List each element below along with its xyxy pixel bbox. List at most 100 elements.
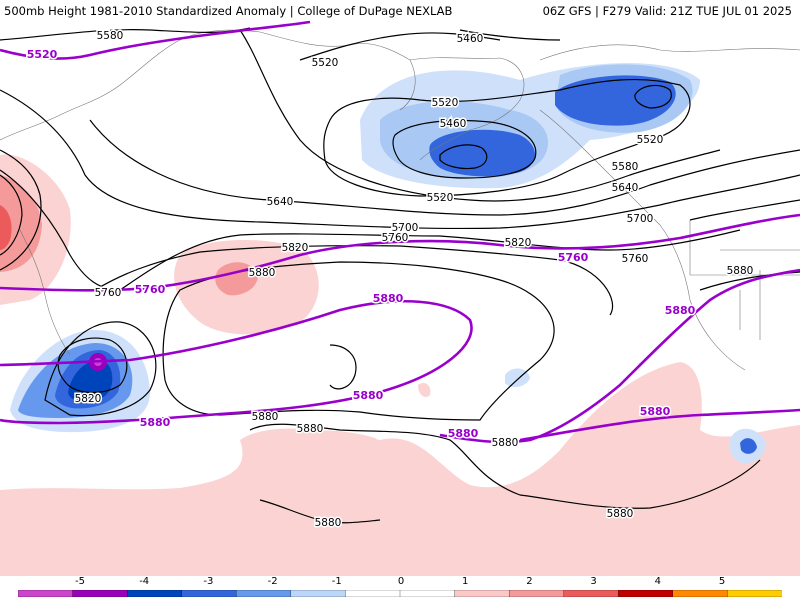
contour-5520-alaska <box>323 78 691 197</box>
colorbar-tick-label: 0 <box>397 576 405 587</box>
contour-5700 <box>0 89 800 230</box>
contour-label: 5580 <box>97 30 124 42</box>
positive-anomaly-small <box>418 383 431 397</box>
contour-5880-loop <box>162 261 555 421</box>
contour-label: 5820 <box>282 242 309 254</box>
coastline-japan <box>19 229 71 356</box>
anomaly-fills <box>0 63 800 576</box>
contour-label: 5580 <box>612 161 639 173</box>
coastline-kamchatka <box>259 31 416 111</box>
contour-label: 5520 <box>432 97 459 109</box>
clim-5880-south <box>519 408 800 442</box>
contour-label: 5880 <box>727 265 754 277</box>
contour-west-low <box>0 149 42 271</box>
colorbar-tick-label: -4 <box>139 576 150 587</box>
coastline-na-west <box>539 109 746 371</box>
contour-label: 5700 <box>392 222 419 234</box>
contour-5460-north <box>459 29 561 41</box>
colorbar-segment <box>72 590 128 597</box>
clim-5880-east <box>439 268 800 444</box>
contour-label: 5880 <box>252 411 279 423</box>
colorbar-tick-label: -1 <box>331 576 342 587</box>
contour-label: 5640 <box>267 196 294 208</box>
colorbar-segment <box>126 590 183 597</box>
climatology-label: 5880 <box>640 405 671 418</box>
colorbar-segment <box>236 590 292 597</box>
colorbar-segment <box>345 590 401 597</box>
contour-5880-south <box>249 423 761 509</box>
climatology-label: 5880 <box>665 304 696 317</box>
contour-label: 5460 <box>440 118 467 130</box>
positive-anomaly-band <box>0 362 800 576</box>
contour-typhoon <box>57 337 128 394</box>
colorbar-segment <box>618 590 674 597</box>
contour-5580-mid <box>239 29 721 202</box>
climatology-label: 5520 <box>27 48 58 61</box>
negative-anomaly-canada-core <box>555 75 676 126</box>
colorbar-segment <box>454 590 510 597</box>
clim-5880 <box>0 300 473 425</box>
contour-label: 5880 <box>492 437 519 449</box>
contour-label: 5760 <box>95 287 122 299</box>
colorbar-tick-label: -2 <box>267 576 278 587</box>
climatology-label: 5760 <box>558 251 589 264</box>
anomaly-map: 5580 5520 5460 5520 5460 5520 5520 5580 … <box>0 20 800 576</box>
contour-label: 5880 <box>607 508 634 520</box>
contour-label: 5820 <box>505 237 532 249</box>
colorbar-segment <box>181 590 237 597</box>
colorbar-segment <box>563 590 619 597</box>
contour-label: 5880 <box>315 517 342 529</box>
colorbar-tick-label: 3 <box>590 576 597 587</box>
contour-label: 5760 <box>622 253 649 265</box>
colorbar-segment <box>290 590 347 597</box>
contour-5400-alaska <box>439 144 488 170</box>
colorbar-segment <box>727 590 782 597</box>
colorbar-segment <box>672 590 729 597</box>
positive-anomaly-patch <box>270 430 384 489</box>
colorbar-tick-label: 1 <box>462 576 469 587</box>
height-contours <box>0 27 800 524</box>
contour-5760 <box>0 169 741 291</box>
contour-label: 5820 <box>75 393 102 405</box>
climatology-label: 5760 <box>135 283 166 296</box>
contour-label: 5640 <box>612 182 639 194</box>
contour-hawaii <box>329 344 357 390</box>
coastline-alaska <box>409 57 525 161</box>
contour-typhoon-2 <box>44 321 157 417</box>
climatology-label: 5880 <box>448 427 479 440</box>
contour-5640 <box>89 119 800 216</box>
contour-label: 5880 <box>249 267 276 279</box>
climatology-label: 5880 <box>140 416 171 429</box>
contour-5820 <box>94 245 614 316</box>
contour-west-low-2 <box>0 174 23 256</box>
coastline-borders <box>689 220 800 340</box>
map-header: 500mb Height 1981-2010 Standardized Anom… <box>0 0 800 20</box>
colorbar-tick-label: -5 <box>75 576 85 587</box>
colorbar-tick-label: 5 <box>718 576 726 587</box>
colorbar-tick-label: 2 <box>526 576 533 587</box>
model-valid-time: 06Z GFS | F279 Valid: 21Z TUE JUL 01 202… <box>542 4 792 18</box>
colorbar-tick-label: -3 <box>203 576 214 587</box>
positive-anomaly-west-3 <box>0 205 12 250</box>
colorbar-segment <box>508 590 565 597</box>
contour-labels: 5580 5520 5460 5520 5460 5520 5520 5580 … <box>25 29 755 531</box>
contour-label: 5880 <box>297 423 324 435</box>
contour-label: 5520 <box>312 57 339 69</box>
colorbar-tick-label: 4 <box>654 576 661 587</box>
colorbar-segment <box>399 590 456 597</box>
climatology-label: 5880 <box>353 389 384 402</box>
contour-label: 5520 <box>637 134 664 146</box>
clim-5760 <box>0 213 800 292</box>
negative-anomaly-alaska-core <box>429 129 535 177</box>
contour-canada-low <box>634 84 672 109</box>
coastline-na-north <box>539 44 800 61</box>
contour-label: 5760 <box>382 232 409 244</box>
clim-5520 <box>0 20 311 60</box>
contour-5460-alaska <box>392 119 537 179</box>
map-title: 500mb Height 1981-2010 Standardized Anom… <box>4 4 453 18</box>
contour-5520-north <box>299 32 501 61</box>
contour-label: 5520 <box>427 192 454 204</box>
colorbar: -5 -4 -3 -2 -1 0 1 2 3 4 5 <box>0 576 800 600</box>
contour-5880-southwest <box>259 499 381 524</box>
negative-anomaly-east-core <box>740 438 757 454</box>
